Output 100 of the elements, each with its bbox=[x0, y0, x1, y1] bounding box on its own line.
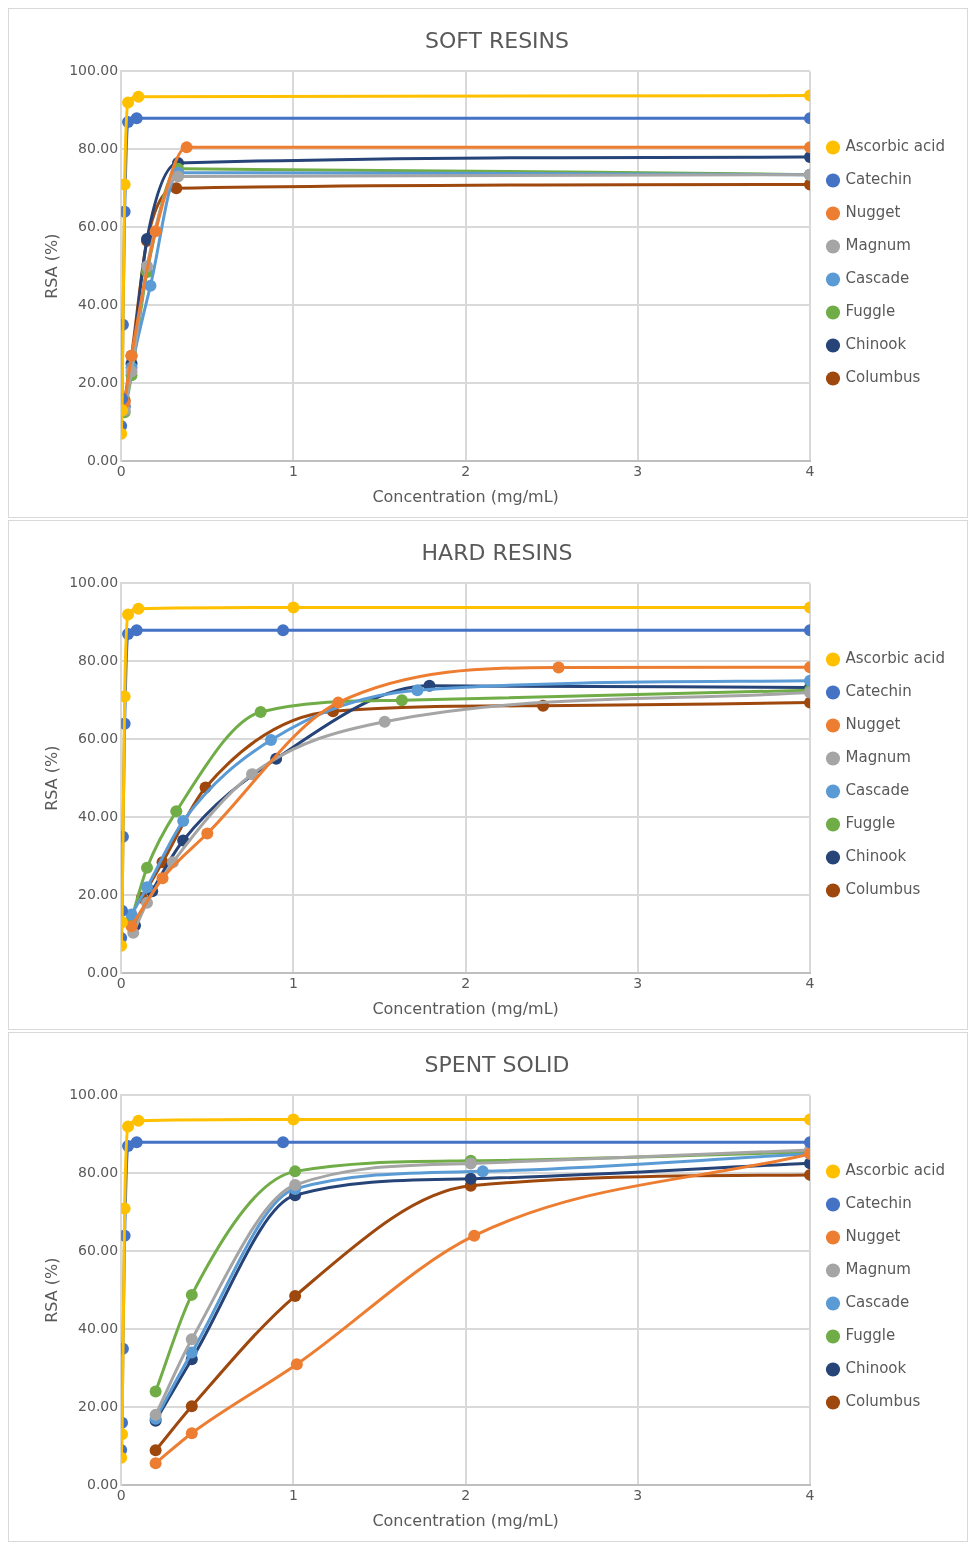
x-tick-label: 4 bbox=[805, 975, 815, 992]
legend-label: Fuggle bbox=[845, 814, 896, 833]
chart-title: SOFT RESINS bbox=[424, 27, 570, 53]
point bbox=[144, 279, 157, 292]
point bbox=[149, 225, 162, 238]
legend-label: Nugget bbox=[845, 203, 901, 222]
x-tick-label: 4 bbox=[805, 463, 815, 480]
legend-label: Catechin bbox=[845, 170, 912, 189]
point bbox=[177, 815, 190, 828]
y-tick-label: 0.00 bbox=[87, 1475, 119, 1492]
y-tick-label: 40.00 bbox=[78, 807, 119, 824]
legend-label: Fuggle bbox=[845, 302, 896, 321]
point bbox=[149, 1444, 162, 1457]
point bbox=[149, 1457, 162, 1470]
point bbox=[121, 178, 131, 191]
y-tick-label: 60.00 bbox=[78, 217, 119, 234]
y-tick-label: 80.00 bbox=[78, 139, 119, 156]
legend-label: Magnum bbox=[845, 1260, 911, 1279]
legend-label: Chinook bbox=[845, 847, 907, 866]
x-tick-label: 3 bbox=[633, 463, 643, 480]
chart-title: HARD RESINS bbox=[421, 539, 573, 565]
point bbox=[289, 1290, 302, 1303]
point bbox=[552, 661, 565, 674]
legend-label: Catechin bbox=[845, 682, 912, 701]
point bbox=[149, 1408, 162, 1421]
legend-label: Magnum bbox=[845, 236, 911, 255]
x-tick-label: 0 bbox=[116, 1487, 126, 1504]
y-tick-label: 100.00 bbox=[69, 62, 119, 79]
x-tick-label: 3 bbox=[633, 1487, 643, 1504]
point bbox=[141, 881, 154, 894]
y-tick-label: 60.00 bbox=[78, 1241, 119, 1258]
legend-label: Chinook bbox=[845, 1359, 907, 1378]
x-tick-label: 2 bbox=[461, 975, 471, 992]
y-tick-label: 20.00 bbox=[78, 1397, 119, 1414]
y-axis-title: RSA (%) bbox=[41, 233, 61, 299]
legend-label: Catechin bbox=[845, 1194, 912, 1213]
x-tick-label: 1 bbox=[288, 1487, 298, 1504]
legend-label: Cascade bbox=[845, 269, 910, 288]
point bbox=[395, 694, 408, 707]
x-tick-label: 1 bbox=[288, 463, 298, 480]
legend-label: Cascade bbox=[845, 781, 910, 800]
point bbox=[246, 768, 259, 781]
y-axis-title: RSA (%) bbox=[41, 745, 61, 811]
point bbox=[201, 827, 214, 840]
point bbox=[170, 805, 183, 818]
point bbox=[121, 1202, 131, 1215]
legend-label: Ascorbic acid bbox=[845, 649, 945, 668]
point bbox=[289, 1165, 302, 1178]
point bbox=[170, 182, 183, 195]
legend-label: Nugget bbox=[845, 1227, 901, 1246]
y-tick-label: 40.00 bbox=[78, 295, 119, 312]
y-tick-label: 60.00 bbox=[78, 729, 119, 746]
legend-label: Chinook bbox=[845, 335, 907, 354]
y-tick-label: 100.00 bbox=[69, 1086, 119, 1103]
point bbox=[332, 696, 345, 709]
y-tick-label: 40.00 bbox=[78, 1319, 119, 1336]
point bbox=[141, 861, 154, 874]
y-tick-label: 0.00 bbox=[87, 963, 119, 980]
legend-label: Nugget bbox=[845, 715, 901, 734]
x-tick-label: 1 bbox=[288, 975, 298, 992]
point bbox=[411, 684, 424, 697]
y-tick-label: 20.00 bbox=[78, 373, 119, 390]
y-tick-label: 20.00 bbox=[78, 885, 119, 902]
x-tick-label: 4 bbox=[805, 1487, 815, 1504]
legend-label: Columbus bbox=[845, 880, 921, 899]
point bbox=[468, 1229, 481, 1242]
point bbox=[265, 734, 277, 747]
point bbox=[185, 1333, 198, 1346]
point bbox=[172, 170, 185, 183]
y-tick-label: 80.00 bbox=[78, 651, 119, 668]
point bbox=[290, 1358, 303, 1371]
x-axis-title: Concentration (mg/mL) bbox=[372, 998, 559, 1018]
legend-label: Ascorbic acid bbox=[845, 137, 945, 156]
point bbox=[185, 1427, 198, 1440]
point bbox=[254, 705, 267, 718]
point bbox=[156, 872, 169, 885]
legend-label: Ascorbic acid bbox=[845, 1161, 945, 1180]
point bbox=[464, 1172, 477, 1185]
legend-label: Columbus bbox=[845, 368, 921, 387]
legend-label: Columbus bbox=[845, 1392, 921, 1411]
chart-title: SPENT SOLID bbox=[424, 1051, 570, 1077]
y-tick-label: 100.00 bbox=[69, 574, 119, 591]
point bbox=[476, 1165, 489, 1178]
point bbox=[180, 141, 193, 154]
x-tick-label: 0 bbox=[116, 463, 126, 480]
legend-label: Fuggle bbox=[845, 1326, 896, 1345]
point bbox=[185, 1288, 198, 1301]
x-tick-label: 2 bbox=[461, 463, 471, 480]
x-tick-label: 0 bbox=[116, 975, 126, 992]
x-axis-title: Concentration (mg/mL) bbox=[372, 486, 559, 506]
x-axis-title: Concentration (mg/mL) bbox=[372, 1510, 559, 1530]
y-tick-label: 80.00 bbox=[78, 1163, 119, 1180]
point bbox=[149, 1385, 162, 1398]
point bbox=[185, 1400, 198, 1413]
x-tick-label: 3 bbox=[633, 975, 643, 992]
legend-label: Cascade bbox=[845, 1293, 910, 1312]
point bbox=[378, 715, 391, 728]
y-tick-label: 0.00 bbox=[87, 451, 119, 468]
x-tick-label: 2 bbox=[461, 1487, 471, 1504]
point bbox=[121, 690, 131, 703]
